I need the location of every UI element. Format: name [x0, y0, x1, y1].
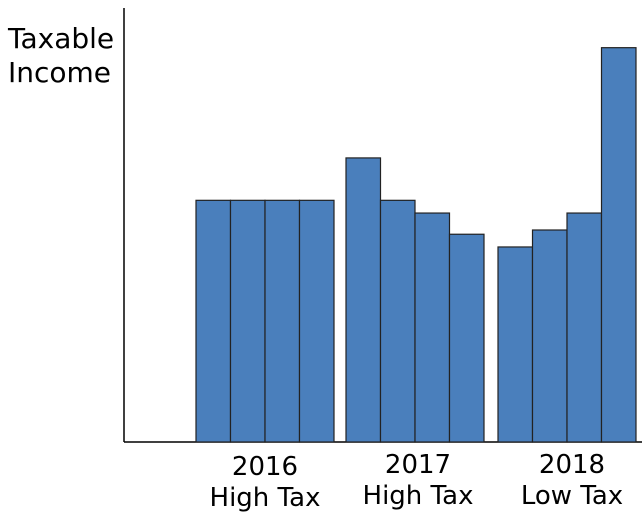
- bar: [229, 199, 266, 443]
- group-label-year: 2017: [384, 450, 452, 480]
- bar: [600, 47, 637, 443]
- group-label-year: 2018: [538, 450, 606, 480]
- bar: [448, 233, 485, 443]
- group-label-scenario: High Tax: [209, 483, 321, 513]
- bar: [414, 212, 451, 443]
- bar: [497, 246, 534, 443]
- bar-group-0: [195, 199, 335, 443]
- bar: [298, 199, 335, 443]
- bar: [195, 199, 232, 443]
- y-axis-label-line-2: Income: [8, 56, 112, 89]
- bar: [264, 199, 301, 443]
- bar-group-1: [345, 157, 485, 443]
- bar: [531, 229, 568, 443]
- group-label-2018: 2018 Low Tax: [497, 450, 642, 512]
- group-label-scenario: Low Tax: [520, 481, 624, 511]
- bar-group-2: [497, 47, 637, 443]
- bar: [379, 199, 416, 443]
- bar: [566, 212, 603, 443]
- y-axis-label: Taxable Income: [8, 22, 114, 90]
- group-label-year: 2016: [231, 452, 299, 482]
- y-axis-label-line-1: Taxable: [8, 22, 115, 55]
- bar: [345, 157, 382, 443]
- group-label-2016: 2016 High Tax: [190, 452, 340, 514]
- group-label-scenario: High Tax: [362, 481, 474, 511]
- group-label-2017: 2017 High Tax: [343, 450, 493, 512]
